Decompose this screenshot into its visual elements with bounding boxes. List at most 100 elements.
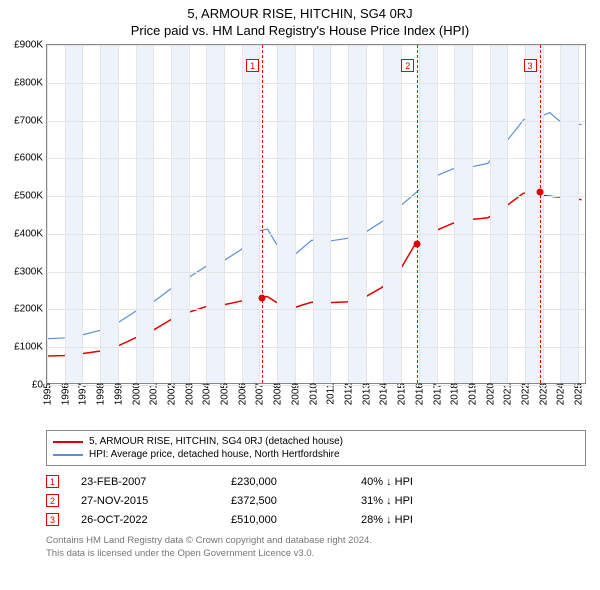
x-tick-label: 2011	[324, 383, 337, 405]
x-tick-label: 2008	[271, 383, 284, 405]
legend-swatch	[53, 454, 83, 456]
event-row: 123-FEB-2007£230,00040% ↓ HPI	[46, 472, 586, 491]
x-tick-label: 1997	[76, 383, 89, 405]
gridline-h	[47, 121, 585, 122]
sale-point	[536, 189, 543, 196]
x-tick-label: 2013	[359, 383, 372, 405]
gridline-v	[437, 45, 438, 383]
x-tick-label: 2005	[218, 383, 231, 405]
event-price: £372,500	[231, 495, 361, 507]
x-tick-label: 2022	[519, 383, 532, 405]
y-tick-label: £400K	[14, 228, 47, 239]
alt-band	[313, 45, 331, 383]
event-hpi: 28% ↓ HPI	[361, 514, 413, 526]
event-row: 326-OCT-2022£510,00028% ↓ HPI	[46, 510, 586, 529]
x-tick-label: 2020	[483, 383, 496, 405]
x-tick-label: 2000	[129, 383, 142, 405]
gridline-h	[47, 83, 585, 84]
gridline-v	[419, 45, 420, 383]
gridline-v	[313, 45, 314, 383]
alt-band	[65, 45, 83, 383]
gridline-v	[560, 45, 561, 383]
x-tick-label: 2019	[465, 383, 478, 405]
gridline-v	[543, 45, 544, 383]
x-tick-label: 1999	[111, 383, 124, 405]
legend-item: HPI: Average price, detached house, Nort…	[53, 448, 579, 461]
gridline-v	[47, 45, 48, 383]
gridline-v	[366, 45, 367, 383]
page-subtitle: Price paid vs. HM Land Registry's House …	[0, 21, 600, 44]
sale-point	[414, 241, 421, 248]
x-tick-label: 2023	[536, 383, 549, 405]
event-table: 123-FEB-2007£230,00040% ↓ HPI 2 27-NOV-201…	[46, 472, 586, 529]
gridline-h	[47, 196, 585, 197]
x-tick-label: 2002	[164, 383, 177, 405]
gridline-v	[118, 45, 119, 383]
event-price: £510,000	[231, 514, 361, 526]
legend-item: 5, ARMOUR RISE, HITCHIN, SG4 0RJ (detach…	[53, 435, 579, 448]
event-marker: 1	[46, 475, 59, 488]
alt-band	[560, 45, 578, 383]
alt-band	[242, 45, 260, 383]
gridline-v	[224, 45, 225, 383]
gridline-v	[454, 45, 455, 383]
marker-line	[262, 45, 263, 383]
gridline-h	[47, 272, 585, 273]
marker-label: 2	[401, 59, 414, 72]
y-tick-label: £100K	[14, 342, 47, 353]
y-tick-label: £200K	[14, 304, 47, 315]
y-tick-label: £300K	[14, 266, 47, 277]
alt-band	[206, 45, 224, 383]
gridline-v	[171, 45, 172, 383]
alt-band	[100, 45, 118, 383]
legend-label: 5, ARMOUR RISE, HITCHIN, SG4 0RJ (detach…	[89, 436, 343, 447]
plot-area: 1995199619971998199920002001200220032004…	[46, 44, 586, 384]
x-tick-label: 2024	[554, 383, 567, 405]
alt-band	[348, 45, 366, 383]
x-tick-label: 2014	[377, 383, 390, 405]
x-tick-label: 2006	[235, 383, 248, 405]
y-tick-label: £700K	[14, 115, 47, 126]
gridline-v	[490, 45, 491, 383]
event-hpi: 40% ↓ HPI	[361, 476, 413, 488]
gridline-v	[507, 45, 508, 383]
event-marker: 2	[46, 494, 59, 507]
gridline-h	[47, 385, 585, 386]
x-tick-label: 1996	[58, 383, 71, 405]
alt-band	[277, 45, 295, 383]
x-tick-label: 2001	[147, 383, 160, 405]
gridline-v	[100, 45, 101, 383]
gridline-h	[47, 45, 585, 46]
gridline-v	[525, 45, 526, 383]
event-date: 27-NOV-2015	[81, 495, 231, 507]
footer-line: Contains HM Land Registry data © Crown c…	[46, 535, 586, 548]
y-tick-label: £600K	[14, 153, 47, 164]
x-tick-label: 2003	[182, 383, 195, 405]
marker-line	[540, 45, 541, 383]
gridline-v	[153, 45, 154, 383]
gridline-v	[295, 45, 296, 383]
event-row: 2 27-NOV-2015£372,50031% ↓ HPI	[46, 491, 586, 510]
gridline-v	[401, 45, 402, 383]
marker-label: 1	[246, 59, 259, 72]
y-tick-label: £0	[32, 380, 47, 391]
alt-band	[490, 45, 508, 383]
gridline-v	[189, 45, 190, 383]
x-tick-label: 2015	[395, 383, 408, 405]
legend: 5, ARMOUR RISE, HITCHIN, SG4 0RJ (detach…	[46, 430, 586, 466]
event-price: £230,000	[231, 476, 361, 488]
gridline-v	[472, 45, 473, 383]
gridline-h	[47, 234, 585, 235]
gridline-v	[330, 45, 331, 383]
event-hpi: 31% ↓ HPI	[361, 495, 413, 507]
gridline-v	[242, 45, 243, 383]
gridline-v	[65, 45, 66, 383]
y-tick-label: £900K	[14, 40, 47, 51]
gridline-v	[348, 45, 349, 383]
legend-label: HPI: Average price, detached house, Nort…	[89, 449, 340, 460]
alt-band	[136, 45, 154, 383]
alt-band	[454, 45, 472, 383]
y-tick-label: £500K	[14, 191, 47, 202]
x-tick-label: 2017	[430, 383, 443, 405]
x-tick-label: 2018	[448, 383, 461, 405]
